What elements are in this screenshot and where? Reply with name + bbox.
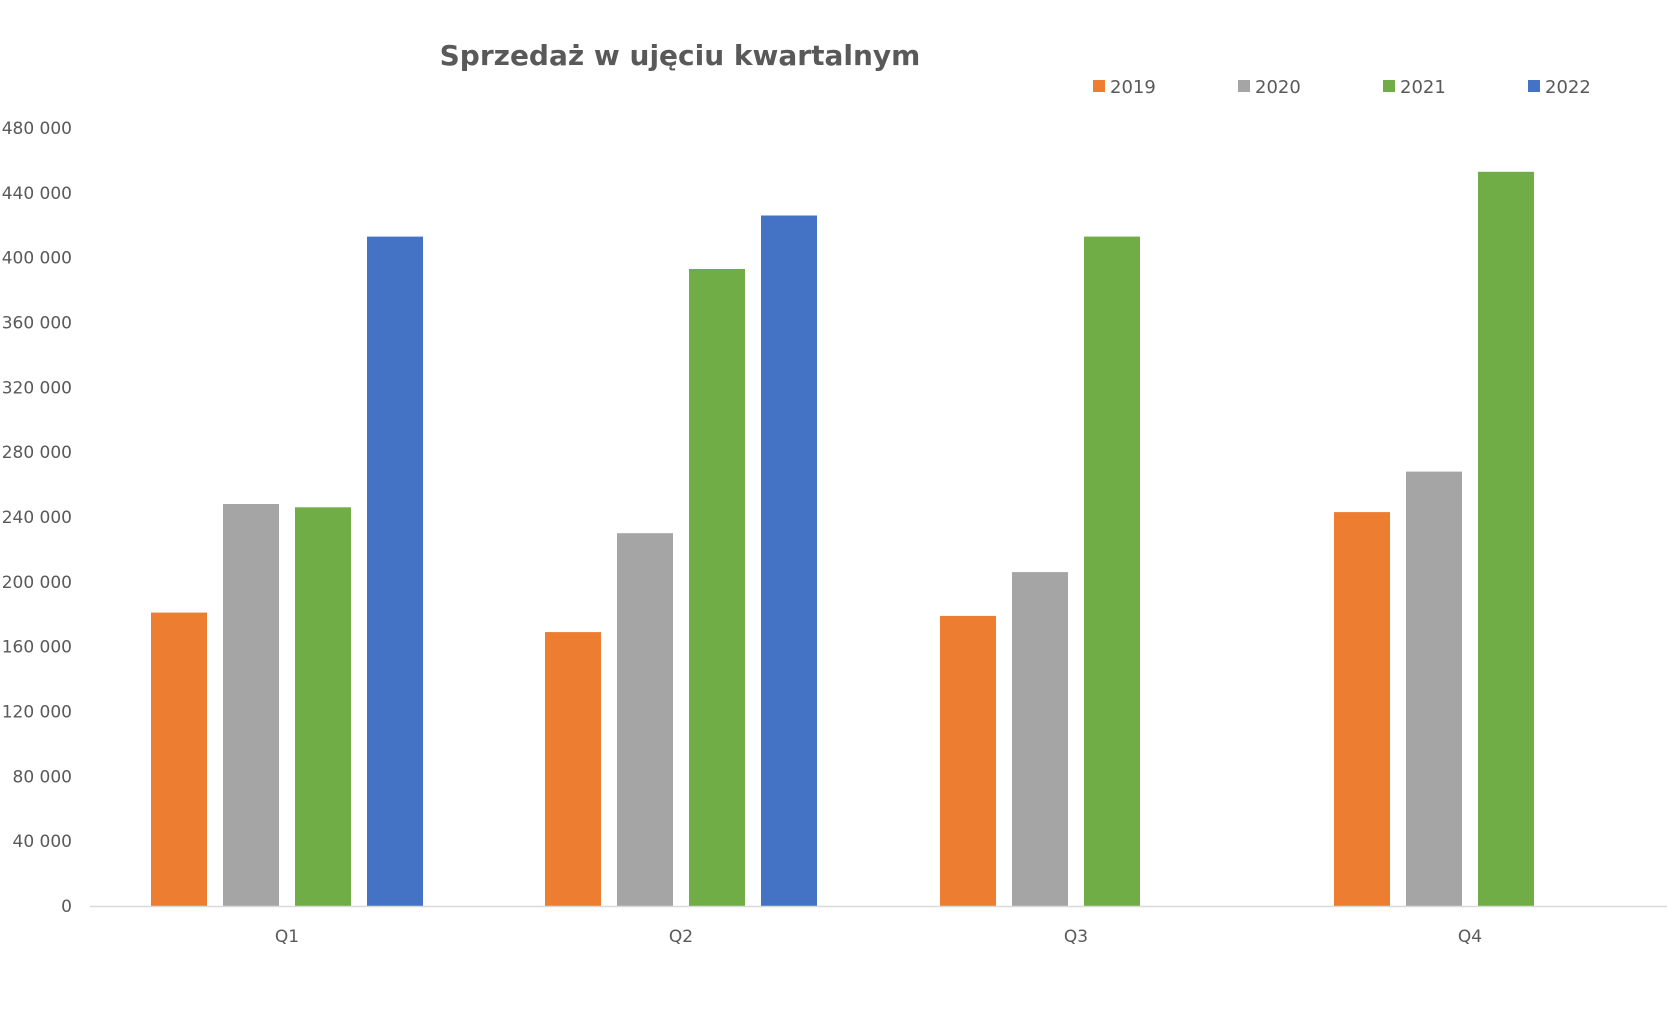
y-tick-label: 480 000 bbox=[2, 119, 72, 139]
x-tick-label: Q1 bbox=[275, 927, 299, 947]
x-tick-label: Q4 bbox=[1458, 927, 1482, 947]
x-axis: Q1 Q2 Q3 Q4 bbox=[275, 927, 1482, 947]
y-tick-label: 320 000 bbox=[2, 378, 72, 398]
bar-2019-Q1 bbox=[151, 612, 207, 906]
y-tick-label: 240 000 bbox=[2, 508, 72, 528]
bars bbox=[151, 171, 1534, 907]
bar-2020-Q2 bbox=[617, 533, 673, 906]
legend-label-2021: 2021 bbox=[1400, 77, 1446, 98]
bar-2021-Q3 bbox=[1084, 236, 1140, 907]
legend-swatch-2019 bbox=[1093, 80, 1105, 92]
y-tick-label: 280 000 bbox=[2, 443, 72, 463]
y-tick-label: 160 000 bbox=[2, 638, 72, 658]
legend-label-2022: 2022 bbox=[1545, 77, 1591, 98]
legend-label-2020: 2020 bbox=[1255, 77, 1301, 98]
y-tick-label: 200 000 bbox=[2, 573, 72, 593]
bar-2022-Q2 bbox=[761, 215, 817, 906]
bar-2019-Q3 bbox=[940, 615, 996, 906]
bar-2022-Q1 bbox=[367, 236, 423, 907]
y-tick-label: 360 000 bbox=[2, 314, 72, 334]
legend-swatch-2022 bbox=[1528, 80, 1540, 92]
bar-2020-Q1 bbox=[223, 504, 279, 906]
y-tick-label: 0 bbox=[61, 897, 72, 917]
legend-label-2019: 2019 bbox=[1110, 77, 1156, 98]
y-tick-label: 80 000 bbox=[13, 767, 72, 787]
chart-title: Sprzedaż w ujęciu kwartalnym bbox=[440, 39, 921, 72]
bar-2020-Q3 bbox=[1012, 572, 1068, 906]
x-tick-label: Q2 bbox=[669, 927, 693, 947]
bar-2021-Q2 bbox=[689, 269, 745, 906]
y-tick-label: 440 000 bbox=[2, 184, 72, 204]
bar-2019-Q2 bbox=[545, 632, 601, 906]
y-axis: 0 40 000 80 000 120 000 160 000 200 000 240 00… bbox=[2, 119, 72, 917]
bar-2020-Q4 bbox=[1406, 471, 1462, 906]
y-tick-label: 40 000 bbox=[13, 832, 72, 852]
x-tick-label: Q3 bbox=[1064, 927, 1088, 947]
legend: 2019 2020 2021 2022 bbox=[1093, 77, 1591, 98]
bar-2021-Q4 bbox=[1478, 171, 1534, 907]
bar-2021-Q1 bbox=[295, 507, 351, 906]
legend-swatch-2020 bbox=[1238, 80, 1250, 92]
y-tick-label: 400 000 bbox=[2, 249, 72, 269]
y-tick-label: 120 000 bbox=[2, 703, 72, 723]
legend-swatch-2021 bbox=[1383, 80, 1395, 92]
bar-2019-Q4 bbox=[1334, 512, 1390, 906]
